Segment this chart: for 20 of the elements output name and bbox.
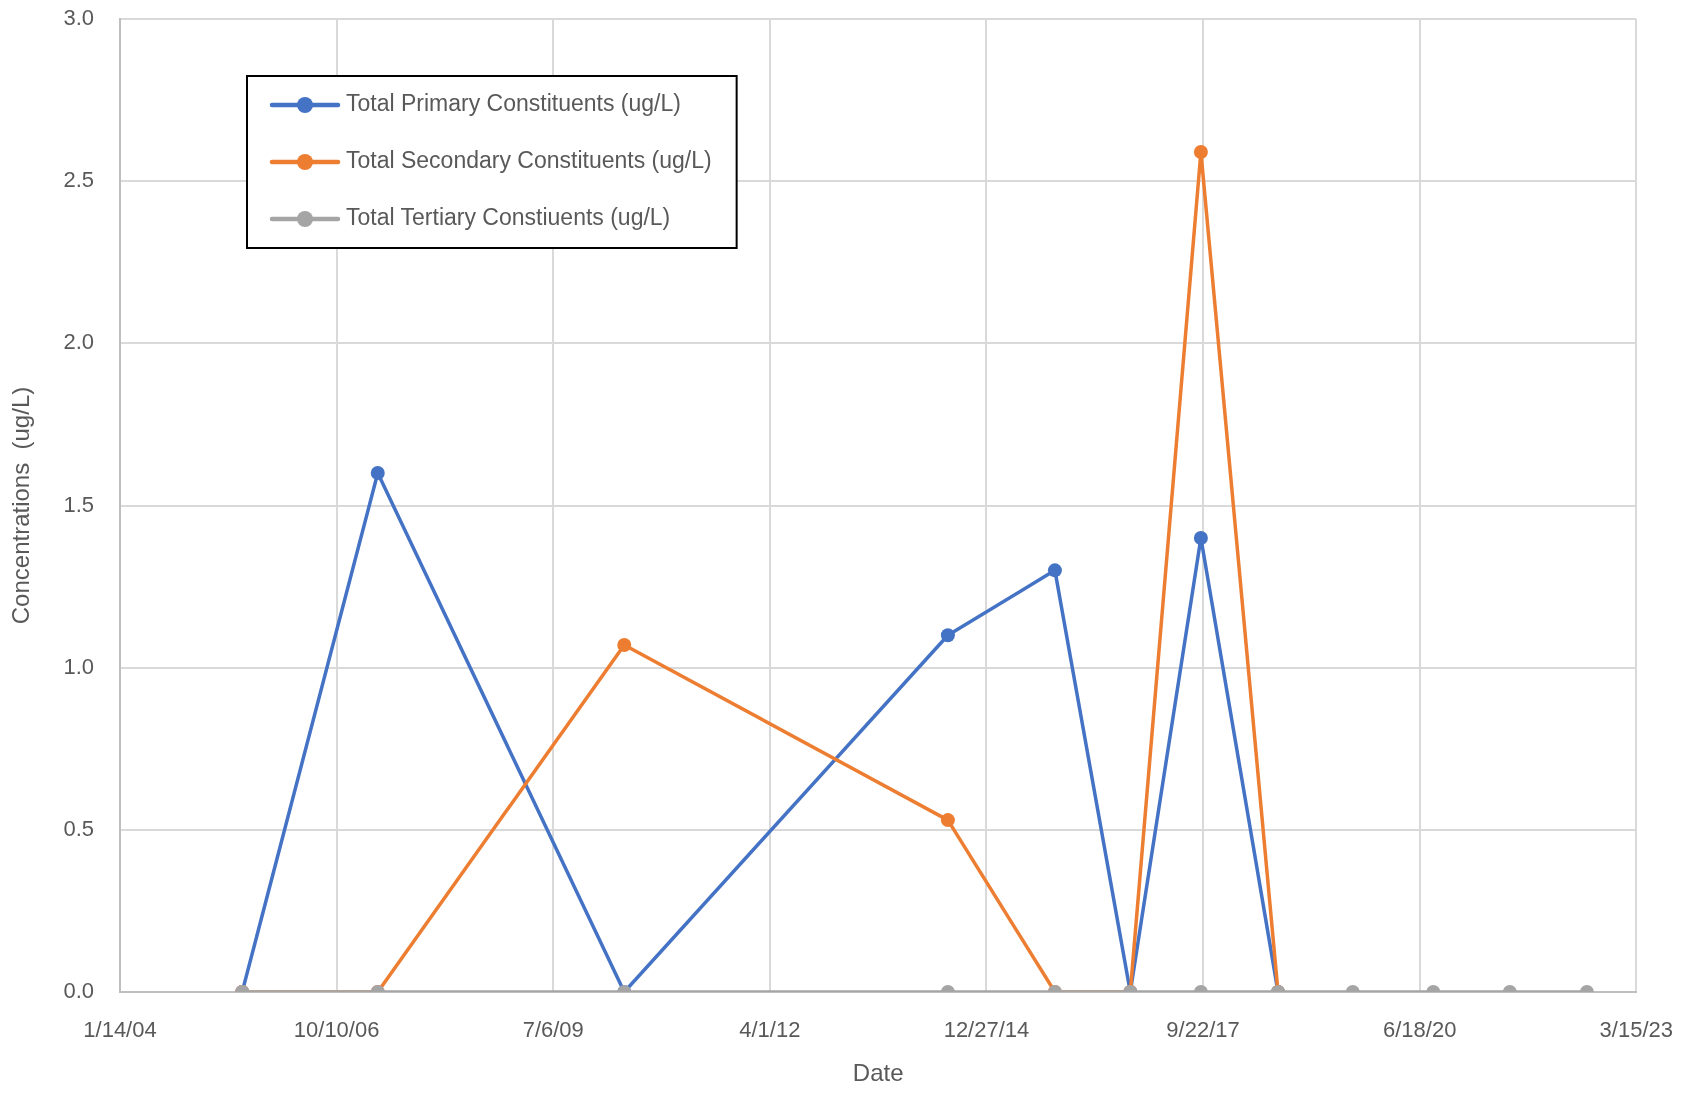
legend-label: Total Tertiary Constiuents (ug/L)	[346, 204, 671, 231]
x-tick-label: 6/18/20	[1382, 1017, 1457, 1043]
x-tick-label: 1/14/04	[83, 1017, 157, 1043]
x-tick-label: 10/10/06	[293, 1017, 380, 1043]
y-tick-label: 2.5	[63, 167, 94, 193]
y-tick-label: 0.5	[63, 815, 94, 841]
x-tick-label: 3/15/23	[1599, 1017, 1673, 1043]
legend-label: Total Primary Constituents (ug/L)	[346, 90, 681, 117]
y-tick-label: 3.0	[63, 5, 94, 31]
y-tick-label: 2.0	[63, 329, 94, 355]
y-tick-label: 1.5	[63, 491, 94, 517]
y-axis-title: Concentrations (ug/L)	[7, 386, 35, 625]
x-tick-label: 9/22/17	[1166, 1017, 1240, 1043]
x-tick-label: 7/6/09	[522, 1017, 584, 1043]
y-tick-label: 0.0	[63, 978, 94, 1004]
x-tick-label: 4/1/12	[739, 1017, 801, 1043]
legend-label: Total Secondary Constituents (ug/L)	[346, 147, 712, 174]
x-axis-title: Date	[852, 1059, 904, 1087]
y-tick-label: 1.0	[63, 653, 94, 679]
x-tick-label: 12/27/14	[943, 1017, 1030, 1043]
